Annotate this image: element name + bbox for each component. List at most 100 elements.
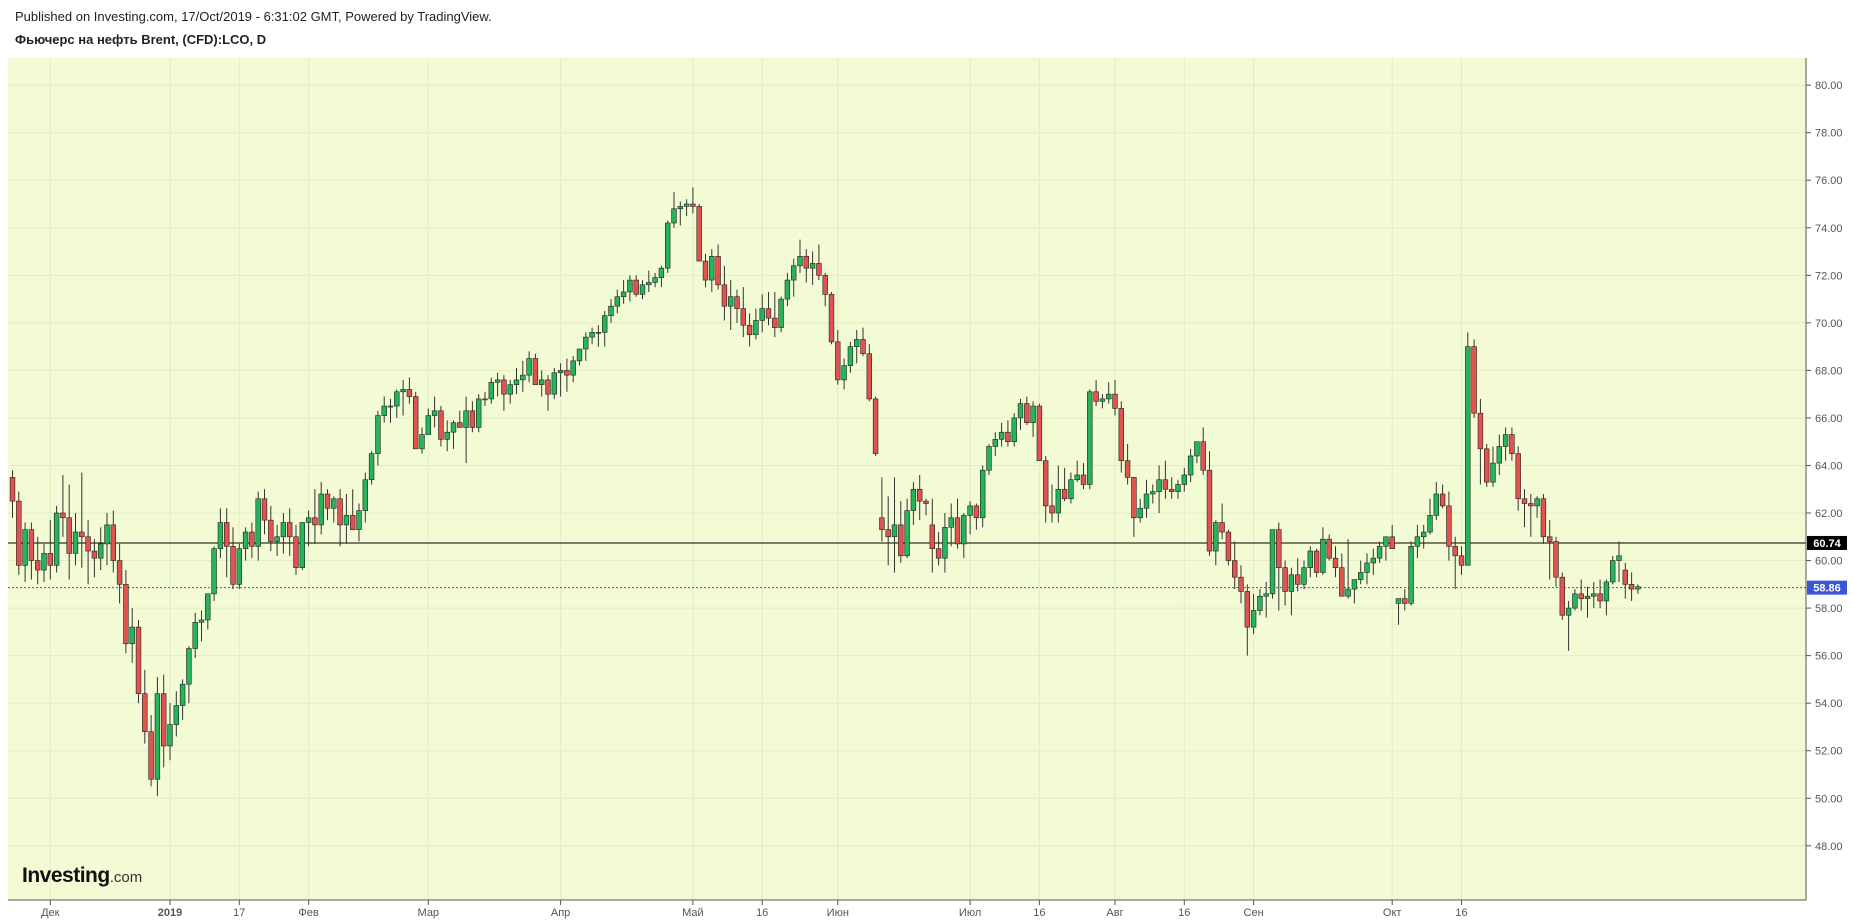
candle-body: [639, 284, 646, 295]
candle: [759, 294, 765, 333]
candle: [1024, 396, 1030, 426]
candle: [1257, 589, 1263, 616]
y-tick-label: 76.00: [1815, 175, 1843, 187]
candle: [1313, 548, 1320, 578]
candle-body: [110, 524, 117, 561]
candle: [1534, 496, 1540, 518]
y-tick-label: 70.00: [1815, 318, 1843, 330]
candle-body: [192, 622, 198, 649]
candle-body: [1238, 576, 1244, 592]
candle-body: [935, 548, 942, 559]
candle-body: [948, 517, 954, 528]
y-tick-label: 62.00: [1815, 508, 1843, 520]
candle: [1370, 548, 1377, 575]
candle: [488, 377, 494, 404]
candle-body: [772, 317, 778, 328]
candle-body: [1093, 391, 1099, 402]
candle: [28, 522, 35, 580]
candle-body: [224, 522, 230, 547]
candle-body: [526, 358, 532, 376]
candle: [1295, 558, 1301, 592]
candle-body: [438, 410, 444, 440]
candle-body: [583, 336, 589, 350]
x-tick-label: Сен: [1244, 907, 1264, 919]
candle-body: [784, 279, 791, 300]
candle-body: [494, 379, 501, 383]
candle: [614, 289, 621, 314]
candle-body: [904, 510, 910, 557]
candle-body: [394, 391, 400, 407]
candle-body: [1610, 560, 1616, 583]
candle: [677, 201, 684, 226]
candle: [192, 612, 198, 659]
candle: [803, 249, 810, 283]
candle-body: [715, 255, 721, 286]
candle-body: [1080, 474, 1087, 485]
candle-body: [1603, 581, 1610, 602]
candle: [148, 715, 154, 787]
candle: [1458, 546, 1465, 575]
candle-body: [1547, 536, 1553, 542]
candle-body: [652, 277, 658, 283]
candle: [1099, 394, 1106, 409]
candle: [286, 508, 293, 556]
candle: [784, 272, 791, 307]
candle-body: [1332, 557, 1339, 568]
price-labels: 60.74 58.86: [1807, 535, 1847, 595]
candle-body: [671, 208, 677, 224]
candle-body: [91, 550, 98, 559]
candle-body: [286, 522, 293, 538]
candle: [1452, 536, 1458, 590]
candle: [16, 491, 22, 575]
candle-body: [1250, 610, 1257, 628]
candle-body: [387, 405, 394, 408]
candle-body: [312, 517, 318, 526]
candle: [475, 394, 482, 433]
candle-body: [734, 296, 740, 309]
plot-area[interactable]: [8, 58, 1806, 900]
candle-body: [381, 405, 387, 416]
candle-body: [362, 479, 368, 511]
candle: [1389, 524, 1395, 549]
candle: [1137, 498, 1143, 523]
candle: [1156, 465, 1162, 514]
candle: [570, 356, 576, 383]
candle: [835, 329, 841, 385]
candle-body: [1433, 493, 1440, 516]
candle-body: [759, 308, 765, 321]
candle-body: [431, 410, 438, 416]
candle: [425, 408, 431, 435]
candle-body: [595, 332, 602, 334]
candle-body: [601, 315, 608, 333]
candle: [715, 244, 721, 290]
candle: [1036, 403, 1043, 462]
x-tick-label: 16: [1033, 907, 1045, 919]
candle: [34, 536, 41, 585]
candle-body: [1496, 446, 1503, 464]
candle: [1150, 484, 1156, 504]
candle-body: [293, 536, 299, 568]
candle-body: [356, 510, 362, 530]
candle: [564, 358, 570, 392]
candle-body: [501, 379, 507, 395]
candle-body: [129, 626, 135, 645]
candle: [822, 272, 828, 307]
candle-body: [375, 415, 381, 454]
candle-body: [305, 517, 312, 523]
candle-body: [929, 524, 936, 549]
candle: [419, 427, 425, 454]
candle-body: [727, 296, 734, 307]
candle: [60, 474, 66, 537]
candle-body: [1565, 607, 1572, 616]
candle: [948, 503, 954, 547]
candle-body: [822, 275, 828, 295]
candle: [898, 501, 904, 563]
candle-body: [891, 524, 898, 538]
candle-body: [1124, 460, 1131, 478]
candle: [1301, 560, 1307, 590]
candle-body: [1339, 567, 1345, 597]
candle: [1080, 463, 1087, 490]
y-tick-label: 50.00: [1815, 793, 1843, 805]
candle: [1213, 520, 1219, 566]
